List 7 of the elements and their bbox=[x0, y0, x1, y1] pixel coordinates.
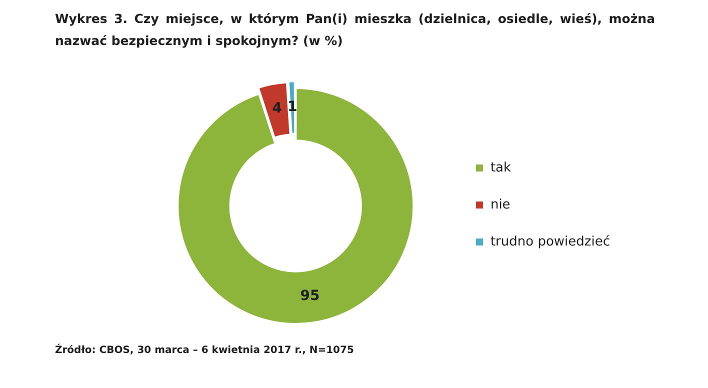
legend-label: nie bbox=[490, 197, 510, 212]
data-label: 4 bbox=[272, 100, 282, 117]
legend-label: tak bbox=[490, 160, 512, 176]
text: Źródło: CBOS, 30 marca – 6 kwietnia 2017 r., N=1075 bbox=[55, 345, 354, 356]
chart-title: Wykres 3. Czy miejsce, w którym Pan(i) mieszka (dzielnica, osiedle, wieś), można nazwać bezpiecznym i spokojnym? (w %) bbox=[55, 10, 655, 50]
legend-label: trudno powiedzieć bbox=[490, 234, 610, 250]
data-label: 95 bbox=[300, 288, 320, 304]
